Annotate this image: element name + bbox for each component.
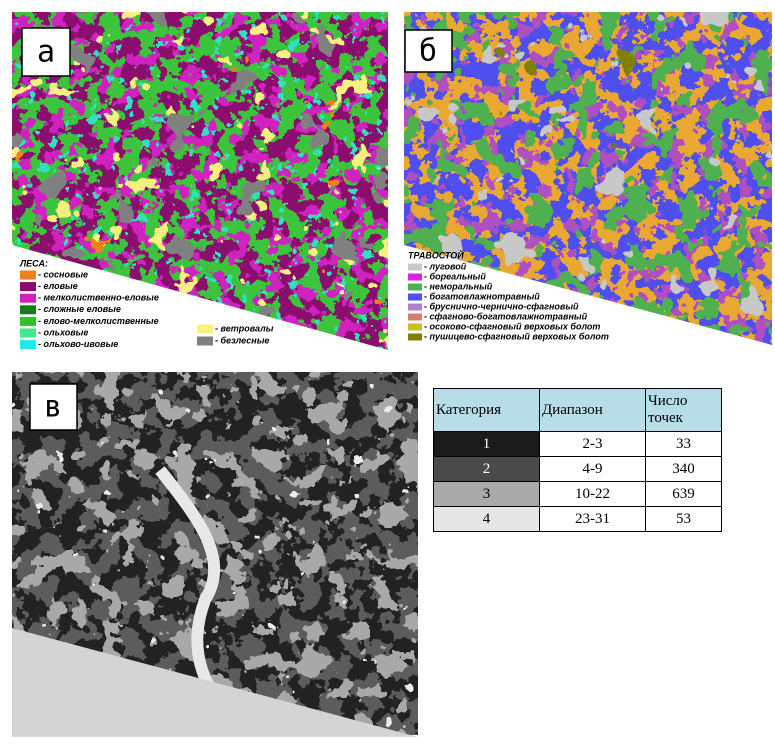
legend-label: - неморальный <box>424 281 493 291</box>
legend-swatch <box>20 282 36 292</box>
legend-swatch <box>197 336 213 346</box>
table-row: 3 10-22 639 <box>433 481 722 507</box>
legend: ТРАВОСТОЙ- луговой- бореальный- немораль… <box>408 249 609 341</box>
legend-swatch <box>408 303 422 311</box>
legend-swatch <box>20 328 36 338</box>
table-cell: 1 <box>433 431 540 457</box>
legend-swatch <box>197 324 213 334</box>
header-cell: Категория <box>433 388 540 432</box>
legend-label: - сфагново-богатовлажнотравный <box>424 311 588 321</box>
legend-label: - осоково-сфагновый верховых болот <box>424 321 600 331</box>
label-box <box>404 29 453 73</box>
label-box <box>29 383 78 431</box>
table-cell: 3 <box>433 481 540 507</box>
legend-swatch <box>408 333 422 341</box>
legend-label: - мелколиственно-еловые <box>38 293 159 303</box>
category-table: Категория Диапазон Число точек 1 2-3 33 2 4-9 3… <box>433 388 722 532</box>
legend-label: - пушицево-сфагновый верховых болот <box>424 331 609 341</box>
legend-label: - безлесные <box>215 335 269 345</box>
legend-title: ЛЕСА: <box>19 258 48 268</box>
table-cell: 4 <box>433 506 540 532</box>
legend-swatch <box>408 283 422 291</box>
table-cell: 2-3 <box>539 431 646 457</box>
legend-swatch <box>20 340 36 350</box>
table-cell: 4-9 <box>539 456 646 482</box>
panel-label: в <box>44 390 62 425</box>
legend-label: - бруснично-чернично-сфагновый <box>424 301 579 311</box>
table-cell: 2 <box>433 456 540 482</box>
table-cell: 340 <box>645 456 722 482</box>
table-row: 4 23-31 53 <box>433 506 722 532</box>
river <box>155 466 221 691</box>
panel-label: а <box>37 35 55 70</box>
legend-title: ТРАВОСТОЙ <box>408 249 464 260</box>
table-body: 1 2-3 33 2 4-9 340 3 10-22 639 4 23-31 53 <box>433 431 722 532</box>
table-cell: 53 <box>645 506 722 532</box>
header-cell: Число точек <box>645 388 722 432</box>
no-data-area <box>12 628 418 737</box>
legend-swatch <box>408 293 422 301</box>
header-cell: Диапазон <box>539 388 646 432</box>
legend-label: - ветровалы <box>215 323 274 333</box>
legend-swatch <box>408 313 422 321</box>
legend-label: - сложные еловые <box>38 304 121 314</box>
legend-label: - еловые <box>38 281 78 291</box>
legend-swatch <box>408 323 422 331</box>
panel-label: б <box>419 34 437 69</box>
label-box <box>21 27 71 77</box>
legend-swatch <box>20 270 36 280</box>
legend-label: - богатовлажнотравный <box>424 291 540 301</box>
legend-swatch <box>20 293 36 303</box>
legend-label: - ольховые <box>38 327 88 337</box>
legend-swatch <box>20 316 36 326</box>
table-row: 1 2-3 33 <box>433 431 722 457</box>
legend-label: - елово-мелколиственные <box>38 316 159 326</box>
table-row: 2 4-9 340 <box>433 456 722 482</box>
legend-label: - бореальный <box>424 271 486 281</box>
legend-label: - луговой <box>424 261 467 271</box>
legend-swatch <box>408 263 422 271</box>
legend: ЛЕСА:- сосновые - еловые - мелколиственно-… <box>19 258 274 350</box>
legend-swatch <box>408 273 422 281</box>
table-cell: 23-31 <box>539 506 646 532</box>
legend-label: - сосновые <box>38 269 88 279</box>
table-header: Категория Диапазон Число точек <box>433 388 722 432</box>
table-cell: 639 <box>645 481 722 507</box>
table-cell: 10-22 <box>539 481 646 507</box>
legend-label: - ольхово-ивовые <box>38 339 118 349</box>
table-cell: 33 <box>645 431 722 457</box>
legend-swatch <box>20 305 36 315</box>
